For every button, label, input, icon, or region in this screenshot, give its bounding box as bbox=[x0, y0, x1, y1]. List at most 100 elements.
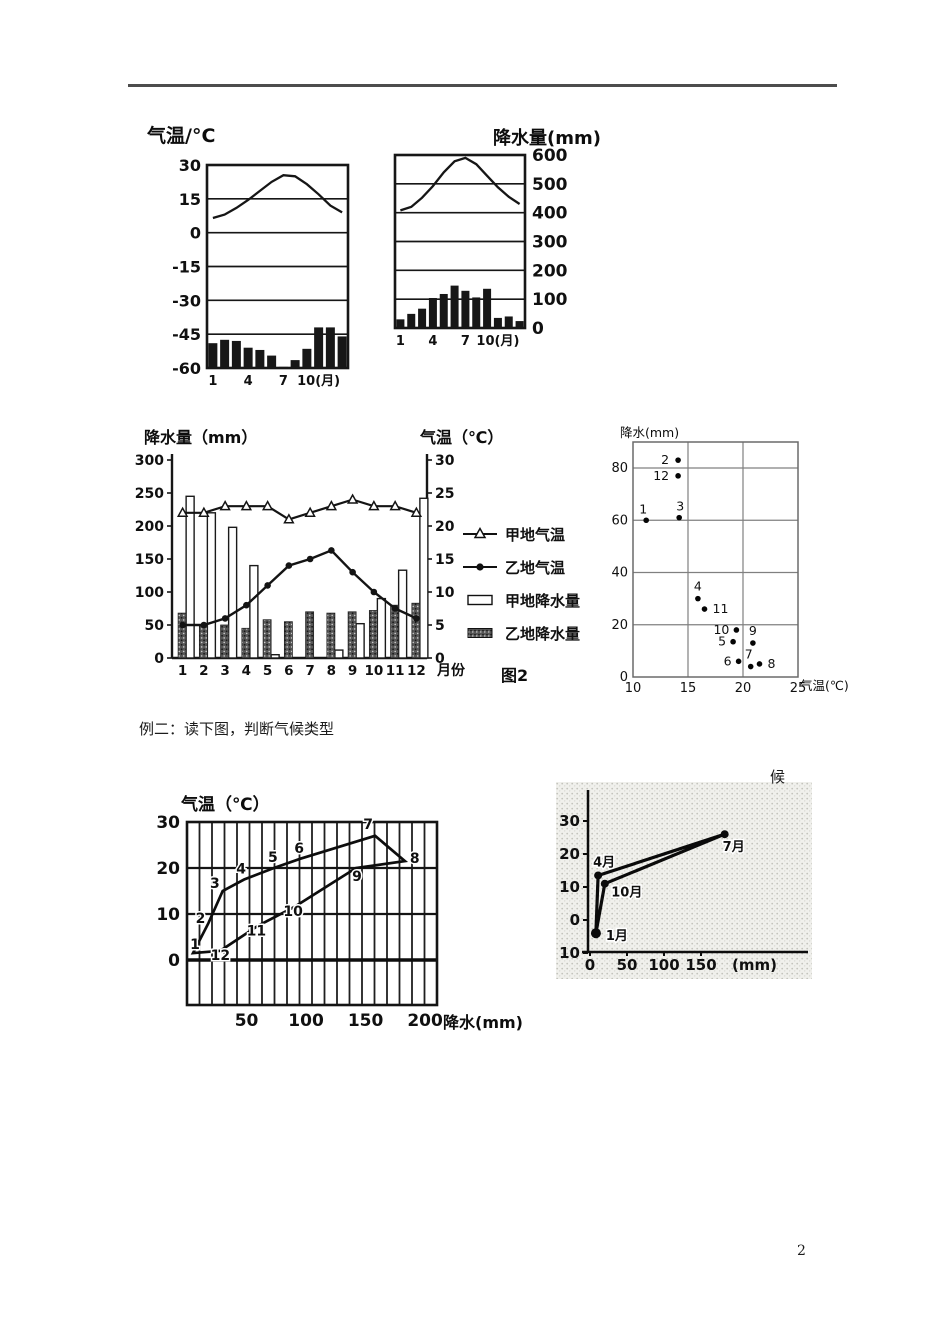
top-rule bbox=[128, 84, 837, 87]
x-tick-label: 25 bbox=[790, 681, 807, 696]
month-point-label: 7月 bbox=[723, 840, 745, 855]
month-point-label: 1月 bbox=[606, 929, 628, 944]
y-tick-label: -45 bbox=[172, 325, 201, 344]
point-label: 1 bbox=[639, 501, 647, 516]
point-label: 7 bbox=[745, 647, 753, 662]
x-tick-label: 1 bbox=[208, 374, 217, 389]
y-tick-label: 30 bbox=[179, 156, 201, 175]
jia-precip-bar bbox=[206, 512, 217, 659]
right-tick-label: 0 bbox=[435, 651, 445, 667]
legend-marker-open-triangle-icon bbox=[463, 526, 497, 539]
x-tick-label: 50 bbox=[235, 1011, 259, 1031]
x-tick-label: 100 bbox=[288, 1011, 324, 1031]
data-point-month-3 bbox=[676, 514, 682, 521]
yi-precip-bar bbox=[305, 611, 315, 659]
point-label: 8 bbox=[768, 656, 776, 671]
jia-temp-marker bbox=[283, 513, 295, 524]
chart-b-precipitation-canvas: 600 500 400 300 200 100 0 1 4 7 10(月) bbox=[393, 146, 568, 349]
precip-bar bbox=[504, 316, 513, 328]
precip-bar bbox=[418, 308, 427, 328]
legend-marker-speckled-bar-icon bbox=[467, 628, 493, 638]
chart-c-left-axis-title: 降水量（mm） bbox=[144, 428, 258, 447]
jia-temp-marker bbox=[219, 500, 231, 511]
precip-bar bbox=[407, 313, 416, 328]
month-label: 4 bbox=[242, 663, 251, 679]
y-tick-label: 0 bbox=[620, 670, 628, 685]
jia-temp-marker bbox=[410, 506, 423, 517]
month-label: 1 bbox=[178, 663, 187, 679]
precip-bar bbox=[255, 349, 265, 368]
data-point-month-6 bbox=[735, 658, 742, 665]
precip-bar bbox=[314, 327, 324, 368]
month-point-label: 6 bbox=[294, 841, 304, 857]
precip-bar bbox=[493, 317, 502, 328]
precip-bar bbox=[515, 321, 524, 328]
jia-temp-marker bbox=[325, 500, 338, 511]
chart-e-title: 气温（℃） bbox=[181, 795, 270, 815]
x-tick-label: 200 bbox=[407, 1011, 443, 1031]
jia-temp-marker bbox=[261, 500, 274, 511]
yi-temp-marker bbox=[243, 601, 250, 609]
precip-bar bbox=[243, 347, 253, 368]
y-tick-label: 300 bbox=[532, 233, 568, 253]
stray-text: 候 bbox=[770, 768, 786, 786]
y-tick-label: 10 bbox=[559, 878, 580, 896]
month-point-label: 8 bbox=[410, 851, 420, 867]
plot-frame bbox=[393, 153, 527, 330]
month-point-label: 1 bbox=[190, 937, 200, 953]
y-tick-label: 200 bbox=[532, 261, 568, 281]
jia-temp-marker bbox=[176, 506, 189, 517]
precip-bar bbox=[278, 366, 288, 368]
precip-bar bbox=[231, 340, 241, 368]
jia-precip-bar bbox=[227, 526, 238, 659]
y-tick-label: 500 bbox=[532, 175, 568, 195]
precip-bar bbox=[290, 360, 300, 368]
y-tick-label: 20 bbox=[611, 618, 628, 633]
y-tick-label: 30 bbox=[559, 812, 580, 830]
y-tick-label: 30 bbox=[156, 813, 180, 833]
right-tick-label: 5 bbox=[435, 618, 445, 634]
yi-temp-marker bbox=[264, 582, 271, 589]
x-tick-label: 150 bbox=[348, 1011, 384, 1031]
chart-b-title: 降水量(mm) bbox=[493, 128, 601, 149]
month-label: 5 bbox=[263, 663, 272, 679]
jia-temp-marker bbox=[346, 493, 359, 504]
yi-temp-marker bbox=[370, 588, 378, 596]
y-tick-label: 0 bbox=[168, 951, 180, 971]
jia-precip-bar bbox=[419, 497, 429, 659]
precip-bar bbox=[325, 327, 335, 368]
month-label: 7 bbox=[305, 663, 314, 679]
month-point-label: 3 bbox=[210, 876, 220, 892]
chart-c-legend: 甲地气温 乙地气温 甲地降水量 乙地降水量 bbox=[462, 524, 580, 656]
legend-label: 乙地气温 bbox=[505, 558, 566, 577]
yi-precip-bar bbox=[177, 612, 187, 659]
month-point-label: 2 bbox=[196, 911, 206, 927]
point-label: 5 bbox=[718, 634, 726, 649]
y-tick-label: 40 bbox=[611, 566, 628, 581]
precip-bar bbox=[208, 343, 218, 368]
temperature-line bbox=[400, 156, 521, 212]
chart-d-x-axis-title: 气温(℃) bbox=[800, 678, 849, 693]
yi-precip-bar bbox=[283, 621, 293, 659]
yi-temp-marker bbox=[349, 568, 356, 576]
left-tick-label: 200 bbox=[135, 519, 164, 535]
jia-precip-bar bbox=[334, 649, 344, 659]
point-label: 11 bbox=[713, 601, 729, 616]
y-tick-label: 15 bbox=[179, 190, 201, 209]
legend-item-1: 甲地气温 bbox=[462, 524, 580, 544]
x-tick-label: 10(月) bbox=[297, 374, 340, 389]
yi-precip-bar bbox=[262, 619, 272, 659]
jia-temp-marker bbox=[240, 500, 253, 511]
left-tick-label: 250 bbox=[135, 486, 164, 502]
point-label: 6 bbox=[724, 653, 732, 668]
legend-label: 甲地气温 bbox=[505, 525, 566, 544]
yi-precip-bar bbox=[347, 611, 357, 659]
yi-precip-bar bbox=[411, 602, 421, 659]
data-point-month-11 bbox=[701, 606, 708, 612]
temperature-line bbox=[212, 174, 343, 220]
month-point-label: 11 bbox=[247, 924, 266, 940]
legend-marker-filled-circle-icon bbox=[463, 563, 497, 571]
yi-precip-bar bbox=[198, 624, 208, 659]
